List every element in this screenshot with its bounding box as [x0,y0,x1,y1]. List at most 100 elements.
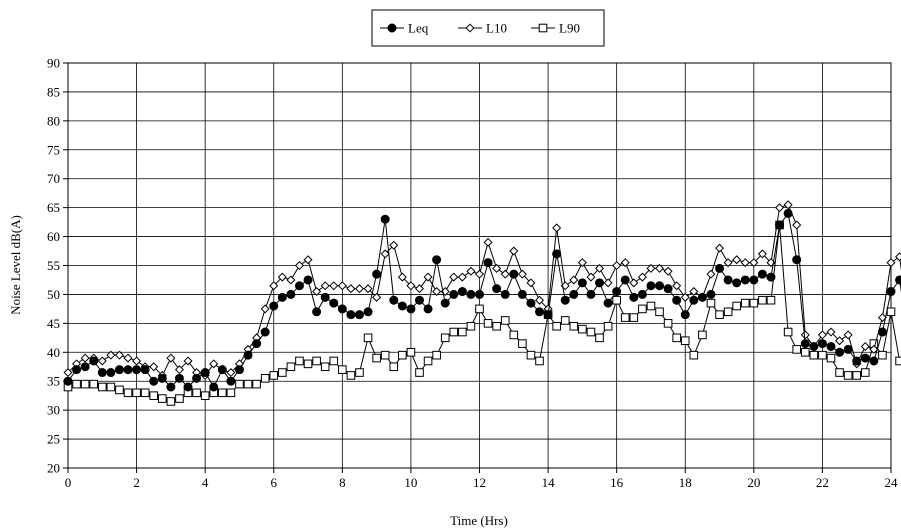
data-point-l90 [338,365,347,374]
data-point-l10 [457,272,467,282]
data-point-leq [860,353,870,363]
data-point-l90 [860,368,870,377]
data-point-l90 [715,310,724,319]
data-point-l90 [783,327,793,337]
data-point-l90 [226,388,236,398]
data-point-l10 [226,368,236,378]
data-point-l90 [363,333,373,343]
data-point-leq [869,356,879,366]
y-tick-label: 90 [47,56,60,71]
data-point-l90 [278,368,287,377]
data-point-l90 [886,307,896,317]
data-point-l90 [398,350,407,360]
data-point-l10 [509,246,519,256]
data-point-l10 [269,281,279,291]
data-point-leq [775,220,785,230]
data-point-l90 [706,298,716,308]
legend-label-l90: L90 [559,21,580,36]
data-point-leq [192,373,202,383]
data-point-l90 [372,353,381,363]
legend-box [371,9,605,47]
data-point-l10 [286,275,296,285]
data-point-leq [329,298,339,308]
data-point-leq [440,298,450,308]
data-point-l10 [629,278,639,288]
data-point-l90 [440,333,450,343]
data-point-leq [749,275,759,285]
data-point-leq [663,284,673,294]
data-point-l10 [835,336,845,346]
data-point-leq [337,304,347,314]
y-tick-label: 40 [47,345,60,360]
data-point-l10 [843,330,853,340]
data-point-l90 [689,350,699,360]
series-leq [63,208,901,392]
data-point-l90 [295,356,304,366]
data-point-leq [543,310,553,320]
data-point-leq [397,301,407,311]
x-tick-label: 24 [885,475,899,490]
data-point-leq [800,339,810,349]
data-point-l90 [509,330,519,340]
data-point-l90 [286,362,296,372]
data-point-l90 [560,316,570,325]
x-tick-label: 14 [542,475,556,490]
data-point-l90 [740,298,750,308]
data-point-l90 [89,379,99,389]
data-point-l90 [663,319,673,328]
y-axis-title: Noise Level dB(A) [8,215,23,315]
data-point-leq [603,298,613,308]
data-point-leq [157,373,167,383]
data-point-leq [809,342,819,351]
x-tick-label: 2 [133,475,140,490]
data-point-l90 [200,391,210,400]
data-point-l90 [698,330,707,340]
y-tick-label: 60 [47,229,60,244]
data-point-l10 [492,263,502,273]
y-tick-label: 55 [47,258,60,273]
data-point-leq [140,365,150,375]
x-tick-label: 8 [339,475,346,490]
data-point-l90 [243,379,253,389]
y-tick-label: 70 [47,171,60,186]
data-point-l10 [97,356,107,366]
y-tick-label: 30 [47,403,60,418]
data-point-leq [560,295,570,305]
data-point-l90 [895,356,901,366]
data-point-l90 [535,356,544,366]
data-point-l90 [415,368,424,377]
data-point-leq [552,249,562,259]
data-point-leq [612,287,622,297]
data-point-leq [509,269,519,279]
data-point-leq [89,356,99,366]
data-point-l90 [526,350,536,360]
data-point-l90 [723,307,733,317]
data-point-leq [595,278,605,288]
series-l90 [63,220,901,406]
data-point-leq [380,214,390,224]
data-point-l90 [835,368,844,377]
data-point-leq [886,287,896,297]
data-point-l90 [449,327,459,337]
data-point-l10 [577,258,587,268]
data-point-l10 [595,263,605,273]
data-point-l90 [346,371,356,380]
data-point-l90 [192,388,201,398]
data-point-l90 [646,301,656,311]
data-point-l10 [826,327,836,337]
data-point-leq [577,278,587,288]
data-point-leq [80,362,90,372]
legend: Leq L10 L90 [371,9,605,47]
data-point-l90 [766,295,776,305]
data-point-l10 [680,292,690,302]
data-point-leq [680,310,690,320]
data-point-l90 [826,353,836,363]
data-point-l90 [140,388,150,398]
data-point-l90 [792,345,801,354]
data-point-l90 [123,388,133,398]
data-point-leq [174,373,184,383]
data-point-leq [312,307,322,317]
data-point-l10 [337,281,347,291]
data-point-l10 [612,260,622,271]
data-point-leq [123,365,133,375]
